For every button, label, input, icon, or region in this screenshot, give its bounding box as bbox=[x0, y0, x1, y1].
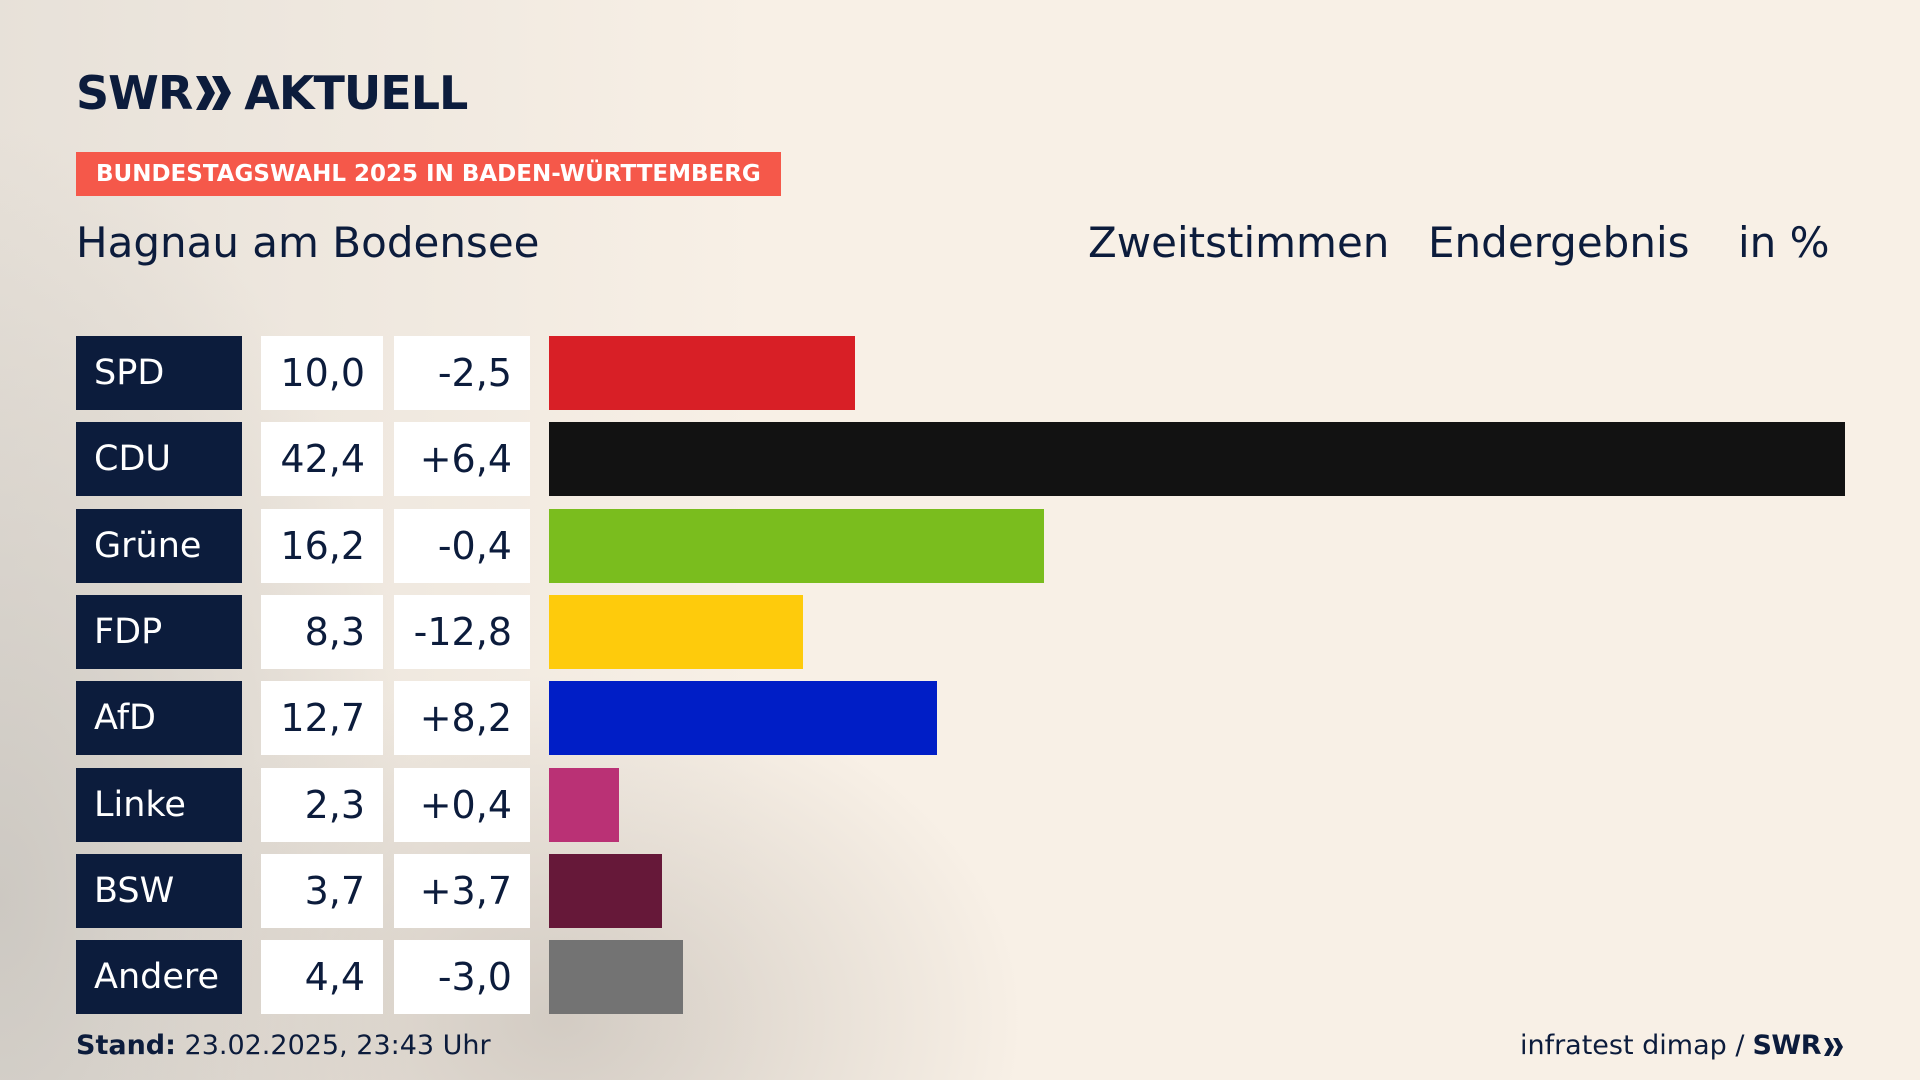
result-row: Grüne 16,2 -0,4 bbox=[0, 508, 1920, 583]
result-row: Andere 4,4 -3,0 bbox=[0, 940, 1920, 1015]
vote-change-value: -3,0 bbox=[394, 940, 530, 1015]
party-label: Grüne bbox=[76, 508, 242, 583]
vote-share-value: 8,3 bbox=[261, 594, 383, 669]
party-label: Linke bbox=[76, 767, 242, 842]
swr-mini-logo: SWR bbox=[1752, 1030, 1844, 1061]
vote-share-bar bbox=[549, 681, 938, 756]
result-status-label: Endergebnis bbox=[1428, 218, 1690, 267]
vote-share-value: 10,0 bbox=[261, 336, 383, 410]
result-row: Linke 2,3 +0,4 bbox=[0, 767, 1920, 842]
party-label: BSW bbox=[76, 853, 242, 928]
vote-share-value: 16,2 bbox=[261, 508, 383, 583]
result-row: AfD 12,7 +8,2 bbox=[0, 681, 1920, 756]
vote-share-bar bbox=[549, 940, 684, 1015]
party-label: SPD bbox=[76, 336, 242, 410]
result-row: FDP 8,3 -12,8 bbox=[0, 594, 1920, 669]
vote-change-value: -12,8 bbox=[394, 594, 530, 669]
party-label: Andere bbox=[76, 940, 242, 1015]
swr-mini-logo-text: SWR bbox=[1752, 1030, 1821, 1061]
result-row: BSW 3,7 +3,7 bbox=[0, 853, 1920, 928]
vote-share-bar bbox=[549, 336, 855, 410]
vote-share-bar bbox=[549, 594, 803, 669]
party-label: AfD bbox=[76, 681, 242, 756]
timestamp-value: 23.02.2025, 23:43 Uhr bbox=[184, 1030, 491, 1061]
vote-change-value: +6,4 bbox=[394, 422, 530, 497]
location-title: Hagnau am Bodensee bbox=[76, 218, 540, 267]
unit-label: in % bbox=[1738, 218, 1830, 267]
result-row: CDU 42,4 +6,4 bbox=[0, 422, 1920, 497]
double-chevron-icon bbox=[1824, 1038, 1843, 1056]
logo-swr-text: SWR bbox=[76, 66, 193, 120]
vote-share-value: 4,4 bbox=[261, 940, 383, 1015]
source-text: infratest dimap / bbox=[1519, 1030, 1745, 1061]
vote-change-value: +8,2 bbox=[394, 681, 530, 756]
vote-change-value: -2,5 bbox=[394, 336, 530, 410]
source-credit: infratest dimap / SWR bbox=[1520, 1030, 1844, 1061]
double-chevron-icon bbox=[196, 76, 232, 110]
vote-share-value: 2,3 bbox=[261, 767, 383, 842]
vote-change-value: +0,4 bbox=[394, 767, 530, 842]
party-label: CDU bbox=[76, 422, 242, 497]
logo-aktuell-text: AKTUELL bbox=[244, 66, 468, 120]
vote-share-bar bbox=[549, 853, 663, 928]
timestamp: Stand: 23.02.2025, 23:43 Uhr bbox=[76, 1030, 491, 1061]
swr-aktuell-logo: SWR AKTUELL bbox=[76, 66, 468, 120]
timestamp-label: Stand: bbox=[76, 1030, 176, 1061]
vote-share-bar bbox=[549, 767, 620, 842]
party-label: FDP bbox=[76, 594, 242, 669]
vote-share-bar bbox=[549, 422, 1845, 497]
vote-change-value: -0,4 bbox=[394, 508, 530, 583]
vote-type-label: Zweitstimmen bbox=[1088, 218, 1390, 267]
result-row: SPD 10,0 -2,5 bbox=[0, 336, 1920, 410]
vote-share-value: 42,4 bbox=[261, 422, 383, 497]
vote-share-bar bbox=[549, 508, 1045, 583]
vote-share-value: 12,7 bbox=[261, 681, 383, 756]
vote-change-value: +3,7 bbox=[394, 853, 530, 928]
election-tag: BUNDESTAGSWAHL 2025 IN BADEN-WÜRTTEMBERG bbox=[76, 152, 781, 196]
vote-share-value: 3,7 bbox=[261, 853, 383, 928]
